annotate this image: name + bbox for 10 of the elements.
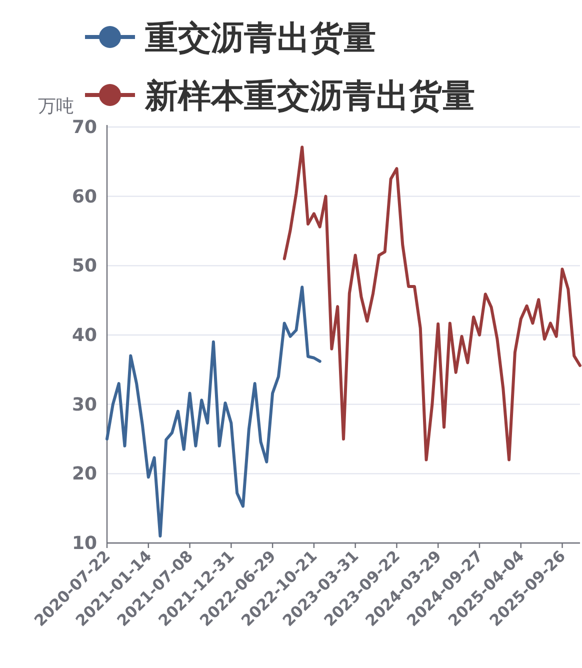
legend-label: 新样本重交沥青出货量	[144, 76, 475, 115]
y-tick-label: 20	[72, 464, 97, 485]
legend-label: 重交沥青出货量	[145, 18, 376, 57]
y-tick-label: 70	[72, 117, 97, 138]
y-tick-label: 40	[72, 325, 97, 346]
y-tick-label: 60	[72, 186, 97, 208]
y-tick-label: 30	[72, 394, 97, 416]
y-tick-label: 50	[72, 256, 97, 277]
y-tick-label: 10	[72, 533, 97, 554]
y-axis-title: 万吨	[38, 96, 74, 117]
